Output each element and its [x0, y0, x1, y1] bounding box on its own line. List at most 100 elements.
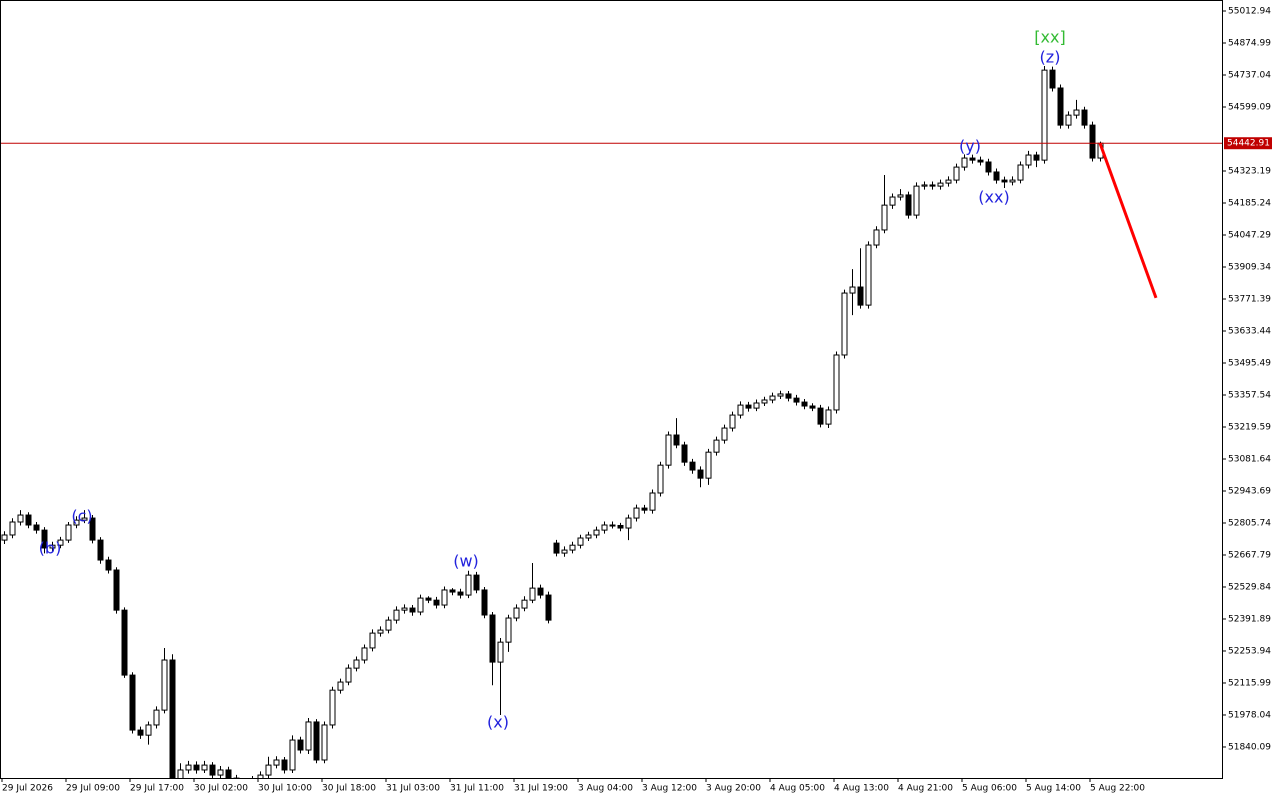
candle-body [713, 439, 720, 453]
x-tick-label: 3 Aug 12:00 [642, 784, 697, 794]
candle-body [1073, 109, 1080, 116]
y-tick-label: 52391.89 [1228, 614, 1271, 624]
candle-body [473, 574, 480, 591]
candle-body [529, 587, 536, 601]
candle-body [785, 393, 792, 399]
candle-body [281, 759, 288, 771]
candle-body [681, 444, 688, 463]
y-tick-label: 53495.49 [1228, 358, 1271, 368]
candle-body [593, 529, 600, 536]
candle-body [73, 519, 80, 526]
candle-body [697, 469, 704, 479]
candle-body [601, 524, 608, 531]
candle-body [609, 524, 616, 527]
x-tick-label: 3 Aug 04:00 [578, 784, 633, 794]
candle-body [969, 157, 976, 161]
candle-body [1049, 69, 1056, 89]
x-tick-label: 30 Jul 02:00 [194, 784, 248, 794]
candle-body [977, 159, 984, 163]
candle-body [265, 764, 272, 776]
candle-body [1041, 69, 1048, 161]
candle-body [57, 539, 64, 546]
candle-body [489, 614, 496, 663]
candle-body [721, 427, 728, 441]
candle-body [1057, 87, 1064, 126]
candle-body [929, 184, 936, 187]
candle-body [401, 607, 408, 611]
candle-body [505, 617, 512, 643]
candle-body [1001, 179, 1008, 183]
candle-body [353, 659, 360, 669]
candle-body [153, 709, 160, 726]
plot-area: (b) (c) (w) (x) (y) (xx) (z)[xx] [1, 28, 1222, 778]
candle-body [1, 534, 8, 541]
candle-body [457, 591, 464, 596]
candle-body [793, 397, 800, 403]
candle-body [745, 404, 752, 409]
candle-body [769, 395, 776, 401]
candle-body [857, 286, 864, 306]
candle-body [393, 609, 400, 621]
candle-body [689, 461, 696, 471]
candle-body [953, 166, 960, 181]
y-tick-label: 54323.19 [1228, 166, 1271, 176]
x-tick-label: 3 Aug 20:00 [706, 784, 761, 794]
y-tick-label: 54047.29 [1228, 230, 1271, 240]
x-tick-label: 29 Jul 17:00 [130, 784, 184, 794]
candle-body [377, 629, 384, 634]
candle-body [185, 764, 192, 771]
candle-body [841, 292, 848, 356]
candle-body [577, 537, 584, 546]
candle-body [337, 681, 344, 691]
wave-label: (w) [453, 552, 479, 571]
candle-body [129, 674, 136, 731]
candle-body [1033, 154, 1040, 161]
candle-body [1017, 164, 1024, 181]
axes: 55012.94 54874.99 54737.04 54599.09 54323.19… [1, 6, 1272, 794]
candle-body [65, 524, 72, 541]
candle-body [425, 597, 432, 601]
x-tick-label: 31 Jul 11:00 [450, 784, 504, 794]
candle-body [417, 597, 424, 613]
candle-body [633, 507, 640, 519]
candle-body [81, 517, 88, 521]
x-tick-label: 5 Aug 22:00 [1090, 784, 1145, 794]
candle-body [193, 764, 200, 771]
candle-body [993, 171, 1000, 181]
candle-body [433, 599, 440, 606]
candle-body [881, 204, 888, 231]
y-tick-label: 51840.09 [1228, 742, 1271, 752]
candle-body [289, 739, 296, 771]
y-tick-label: 54599.09 [1228, 102, 1271, 112]
candle-body [729, 414, 736, 429]
candle-body [409, 607, 416, 613]
candle-body [585, 534, 592, 539]
candle-body [441, 589, 448, 606]
y-tick-label: 53081.64 [1228, 454, 1271, 464]
candle-body [849, 286, 856, 294]
y-tick-label: 51978.04 [1228, 710, 1271, 720]
x-tick-label: 29 Jul 2026 [2, 784, 53, 794]
y-tick-label: 54874.99 [1228, 38, 1271, 48]
candle-body [641, 507, 648, 511]
candle-body [1089, 124, 1096, 159]
plot-frame [0, 0, 1223, 779]
wave-label: (x) [487, 713, 509, 732]
candle-body [897, 194, 904, 198]
candle-body [497, 641, 504, 663]
candle-body [361, 647, 368, 661]
y-tick-label: 52253.94 [1228, 646, 1271, 656]
candle-body [121, 609, 128, 676]
candle-body [201, 764, 208, 771]
candle-body [1025, 154, 1032, 166]
candle-body [737, 404, 744, 416]
candle-body [921, 184, 928, 187]
candle-body [569, 544, 576, 551]
wave-label: (b) [39, 539, 62, 558]
candle-body [561, 549, 568, 554]
x-tick-label: 29 Jul 09:00 [66, 784, 120, 794]
candle-body [865, 244, 872, 306]
candle-body [553, 542, 560, 554]
y-tick-label: 53909.34 [1228, 262, 1271, 272]
candle-body [777, 393, 784, 397]
